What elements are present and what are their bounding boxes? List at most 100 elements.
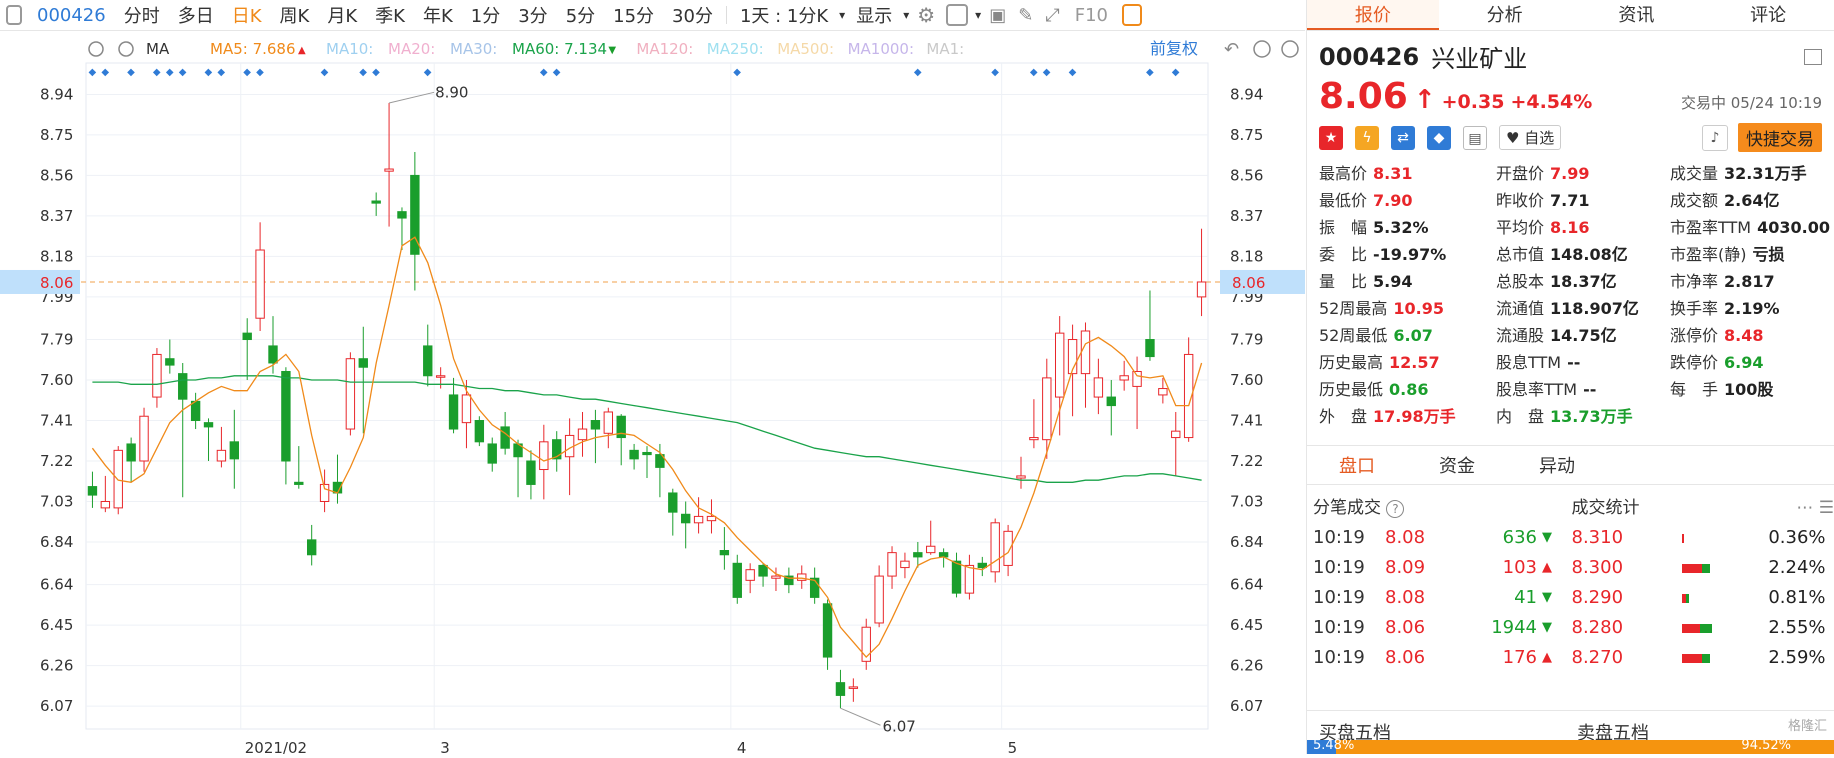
period-select[interactable]: 1天 : 1分K [731, 2, 837, 28]
candle-body [101, 501, 109, 507]
stat-pct: 0.81% [1742, 583, 1826, 613]
tab-week-k[interactable]: 周K [271, 2, 319, 28]
quote-value: 17.98万手 [1373, 407, 1456, 426]
stat-price: 8.270 [1572, 643, 1682, 673]
y-tick-left: 7.60 [40, 371, 73, 389]
y-tick-right: 7.60 [1230, 371, 1263, 389]
tick-volume: 41 [1465, 583, 1537, 613]
y-tick-left: 6.26 [40, 657, 73, 675]
candle-body [1094, 378, 1102, 397]
ma-legend-item: MA10: [326, 40, 373, 58]
candle-body [733, 563, 741, 597]
candle-body [901, 561, 909, 567]
tab-news[interactable]: 资讯 [1571, 0, 1703, 30]
chevron-down-icon[interactable]: ▾ [973, 8, 983, 22]
candle-body [849, 687, 857, 689]
menu-icon[interactable] [1804, 49, 1822, 65]
tab-month-k[interactable]: 月K [318, 2, 366, 28]
stat-price: 8.300 [1572, 553, 1682, 583]
gear-icon[interactable]: ⚙ [911, 3, 941, 27]
tab-quote[interactable]: 报价 [1307, 0, 1439, 30]
tab-analysis[interactable]: 分析 [1439, 0, 1571, 30]
add-watchlist-button[interactable]: ♥ 自选 [1499, 125, 1561, 150]
y-tick-left: 8.94 [40, 85, 73, 103]
pen-icon[interactable]: ✎ [1012, 5, 1039, 26]
tab-multi-day[interactable]: 多日 [169, 2, 223, 28]
tab-fenshi[interactable]: 分时 [115, 2, 169, 28]
f10-button[interactable]: F10 [1066, 5, 1117, 26]
square-icon[interactable] [946, 4, 968, 26]
tab-1min[interactable]: 1分 [462, 2, 509, 28]
quote-value: 8.31 [1373, 164, 1412, 183]
tag-icon[interactable]: ◆ [1427, 126, 1451, 150]
candle-body [475, 421, 483, 442]
stat-row: 8.270 2.59% [1572, 643, 1834, 673]
shuffle-icon[interactable]: ⇄ [1391, 126, 1415, 150]
lightning-icon[interactable]: ϟ [1355, 126, 1379, 150]
event-marker: ◆ [733, 67, 741, 78]
current-price-tag-left: 8.06 [40, 274, 73, 292]
note-icon[interactable]: ▤ [1463, 126, 1487, 150]
tab-day-k[interactable]: 日K [223, 2, 271, 28]
event-marker: ◆ [991, 67, 999, 78]
quote-cell: 股息TTM-- [1496, 351, 1670, 375]
zoom-out-icon [1254, 41, 1270, 57]
china-flag-icon[interactable]: ★ [1319, 126, 1343, 150]
candle-body [965, 565, 973, 593]
tick-time: 10:19 [1313, 583, 1385, 613]
bell-icon[interactable]: ♪ [1702, 125, 1728, 151]
fast-trade-button[interactable]: 快捷交易 [1738, 123, 1822, 152]
quote-value: 7.71 [1550, 191, 1589, 210]
stock-name: 兴业矿业 [1431, 39, 1527, 74]
tab-3min[interactable]: 3分 [509, 2, 556, 28]
candle-body [1107, 397, 1115, 406]
quote-label: 昨收价 [1496, 191, 1544, 210]
chevron-down-icon[interactable]: ▾ [901, 8, 911, 22]
panel-toggle-icon[interactable] [1122, 4, 1142, 26]
tab-quarter-k[interactable]: 季K [366, 2, 414, 28]
tab-5min[interactable]: 5分 [557, 2, 604, 28]
expand-icon[interactable]: ⤢ [1039, 5, 1065, 26]
tab-capital[interactable]: 资金 [1407, 452, 1507, 478]
chevron-down-icon[interactable]: ▾ [837, 8, 847, 22]
camera-icon[interactable]: ▣ [983, 5, 1012, 26]
tab-30min[interactable]: 30分 [663, 2, 722, 28]
tab-15min[interactable]: 15分 [604, 2, 663, 28]
tick-price: 8.09 [1385, 553, 1465, 583]
display-menu[interactable]: 显示 [847, 2, 901, 28]
candle-body [952, 561, 960, 593]
quote-label: 历史最高 [1319, 353, 1383, 372]
candle-body [436, 376, 444, 378]
ma-selector[interactable]: MA [146, 40, 170, 58]
tab-movement[interactable]: 异动 [1507, 452, 1607, 478]
adjust-mode-link[interactable]: 前复权 [1150, 39, 1198, 58]
tab-year-k[interactable]: 年K [414, 2, 462, 28]
help-icon[interactable]: ? [1386, 500, 1404, 518]
stock-code-link[interactable]: 000426 [27, 5, 115, 26]
y-tick-left: 6.64 [40, 576, 73, 594]
candle-body [836, 683, 844, 696]
candle-body [578, 429, 586, 440]
quote-value: 6.94 [1724, 353, 1763, 372]
sidebar-toggle-icon[interactable] [6, 5, 22, 25]
tab-comments[interactable]: 评论 [1702, 0, 1834, 30]
tab-pankou[interactable]: 盘口 [1307, 452, 1407, 478]
event-marker: ◆ [88, 67, 96, 78]
down-triangle-icon: ▼ [1537, 523, 1557, 553]
stat-pct: 2.59% [1742, 643, 1826, 673]
event-marker: ◆ [217, 67, 225, 78]
candle-body [385, 169, 393, 171]
y-tick-right: 8.56 [1230, 166, 1263, 184]
quote-label: 历史最低 [1319, 380, 1383, 399]
y-tick-right: 8.18 [1230, 247, 1263, 265]
more-icon[interactable]: ⋯ ☰ [1796, 493, 1834, 523]
